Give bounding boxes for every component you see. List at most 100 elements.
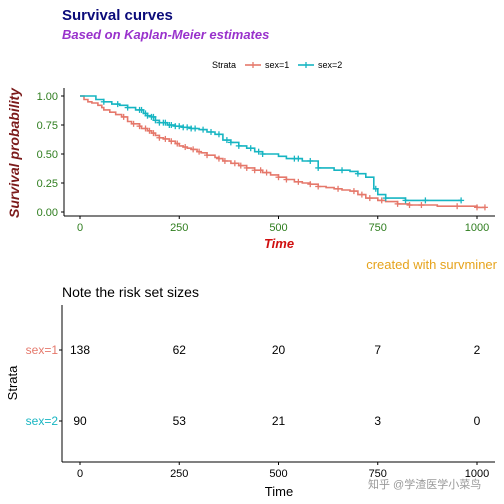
km-plot-curves [80,95,488,211]
risk-row-label: sex=2 [26,414,59,428]
risk-table-title: Note the risk set sizes [62,284,199,300]
censor-mark [223,137,230,144]
legend-item: sex=2 [298,60,342,70]
censor-mark [257,167,264,174]
censor-mark [152,117,159,124]
y-axis-label: Survival probability [6,87,22,218]
km-y-tick-label: 0.00 [37,207,58,219]
censor-mark [114,101,121,108]
censor-mark [315,183,322,190]
legend-label: sex=2 [318,60,342,70]
legend-item: sex=1 [245,60,289,70]
legend-label: sex=1 [265,60,289,70]
censor-mark [144,112,151,119]
risk-x-tick-label: 250 [170,468,188,480]
censor-mark [394,200,401,207]
censor-mark [136,123,143,130]
risk-table-cells: 138 62 20 7 2 90 53 21 3 0 [70,343,481,428]
risk-cell: 20 [272,343,286,357]
km-plot-axes: 0.00 0.25 0.50 0.75 1.00 0 250 500 750 1000 [37,88,495,234]
censor-mark [366,195,373,202]
km-curve-sex1 [80,95,486,209]
risk-cell: 2 [474,343,481,357]
censor-mark [235,142,242,149]
censor-mark [176,123,183,130]
x-axis-label: Time [264,236,294,251]
km-x-tick-label: 0 [77,222,83,234]
watermark: 知乎 @学渣医学小菜鸟 [368,477,481,491]
censor-mark [243,164,250,171]
risk-table-x-label: Time [265,484,293,499]
censor-mark [150,113,157,120]
censor-mark [168,122,175,128]
censor-mark [422,197,429,204]
censor-mark [120,113,127,120]
censor-mark [295,155,302,162]
censor-mark [307,157,314,164]
censor-mark [208,128,215,135]
km-x-tick-label: 500 [269,222,287,234]
km-y-tick-label: 0.25 [37,178,58,190]
risk-table-axes: 0 250 500 750 1000 sex=1 sex=2 [26,305,495,480]
censor-mark [275,174,282,181]
risk-cell: 53 [173,414,187,428]
censor-mark [474,204,480,211]
censor-mark [190,146,197,153]
censor-mark [247,145,254,152]
censor-mark [204,152,211,159]
chart-subtitle: Based on Kaplan-Meier estimates [62,27,269,42]
censor-mark [339,167,346,174]
censor-mark [215,155,222,162]
censor-mark [307,181,314,188]
risk-row-label: sex=1 [26,343,59,357]
censor-mark [124,104,131,111]
censor-mark [418,202,425,209]
censor-mark [382,195,389,202]
censor-mark [263,169,270,176]
risk-x-tick-label: 1000 [465,468,489,480]
censor-mark [138,106,145,113]
censor-mark [200,126,207,133]
km-x-tick-label: 750 [369,222,387,234]
risk-cell: 7 [374,343,381,357]
censor-mark [227,139,234,146]
censor-mark [130,120,137,127]
censor-mark [146,127,153,134]
km-curve-sex2 [80,95,462,202]
censor-mark [458,197,465,204]
km-y-tick-label: 1.00 [37,91,58,103]
risk-cell: 3 [374,414,381,428]
chart-title: Survival curves [62,7,173,24]
censor-mark [100,98,107,105]
censor-mark [182,144,189,151]
km-y-tick-label: 0.50 [37,149,58,161]
censor-mark [221,157,228,164]
censor-mark [259,151,266,157]
caption: created with survminer [366,257,497,272]
censor-mark [192,125,199,132]
censor-mark [174,140,181,147]
censor-mark [255,148,262,155]
risk-cell: 62 [173,343,187,357]
risk-table-y-label: Strata [5,365,20,400]
legend: Strata sex=1 sex=2 [212,60,342,70]
censor-mark [402,197,409,204]
km-x-tick-label: 250 [170,222,188,234]
censor-mark [283,176,290,183]
censor-mark [156,134,163,141]
censor-mark [354,170,361,177]
censor-mark [162,135,169,142]
risk-cell: 0 [474,414,481,428]
censor-mark [315,164,322,171]
censor-mark [196,148,203,155]
censor-mark [162,119,169,126]
censor-mark [231,160,238,167]
censor-mark [350,188,357,195]
censor-mark [251,167,258,174]
censor-mark [378,197,385,204]
censor-mark [168,138,175,145]
censor-mark [237,162,244,169]
censor-mark [295,178,302,185]
censor-mark [454,203,461,210]
